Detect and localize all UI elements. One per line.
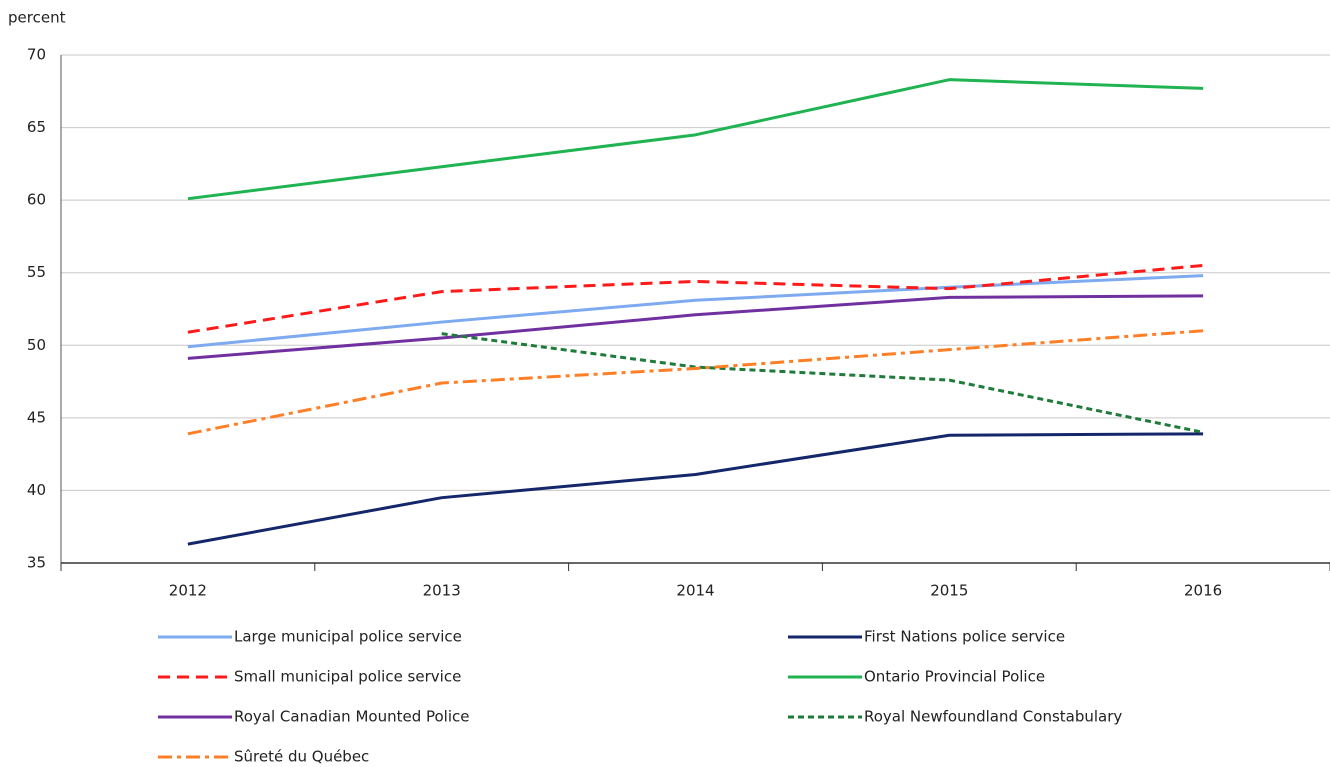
x-tick-label: 2016 xyxy=(1184,582,1222,600)
y-tick-label: 50 xyxy=(27,336,46,354)
y-tick-label: 35 xyxy=(27,554,46,572)
y-tick-label: 65 xyxy=(27,118,46,136)
legend-label: Small municipal police service xyxy=(234,668,461,686)
y-tick-label: 70 xyxy=(27,46,46,64)
legend-label: Sûreté du Québec xyxy=(234,748,369,766)
legend-label: First Nations police service xyxy=(864,628,1065,646)
series-line xyxy=(187,329,1204,436)
series-line xyxy=(187,263,1204,334)
series-line xyxy=(187,274,1204,349)
x-tick-label: 2013 xyxy=(423,582,461,600)
y-tick-label: 45 xyxy=(27,408,46,426)
y-tick-label: 40 xyxy=(27,481,46,499)
legend-label: Ontario Provincial Police xyxy=(864,668,1045,686)
x-tick-label: 2014 xyxy=(676,582,714,600)
legend-label: Royal Newfoundland Constabulary xyxy=(864,708,1122,726)
y-axis-label: percent xyxy=(8,9,66,27)
legend-label: Large municipal police service xyxy=(234,628,462,646)
series-line xyxy=(187,294,1204,360)
y-tick-label: 55 xyxy=(27,263,46,281)
series-line xyxy=(187,432,1204,546)
x-tick-label: 2012 xyxy=(169,582,207,600)
legend-label: Royal Canadian Mounted Police xyxy=(234,708,469,726)
y-tick-label: 60 xyxy=(27,191,46,209)
x-tick-label: 2015 xyxy=(930,582,968,600)
series-line xyxy=(187,78,1204,201)
series-line xyxy=(441,332,1204,434)
